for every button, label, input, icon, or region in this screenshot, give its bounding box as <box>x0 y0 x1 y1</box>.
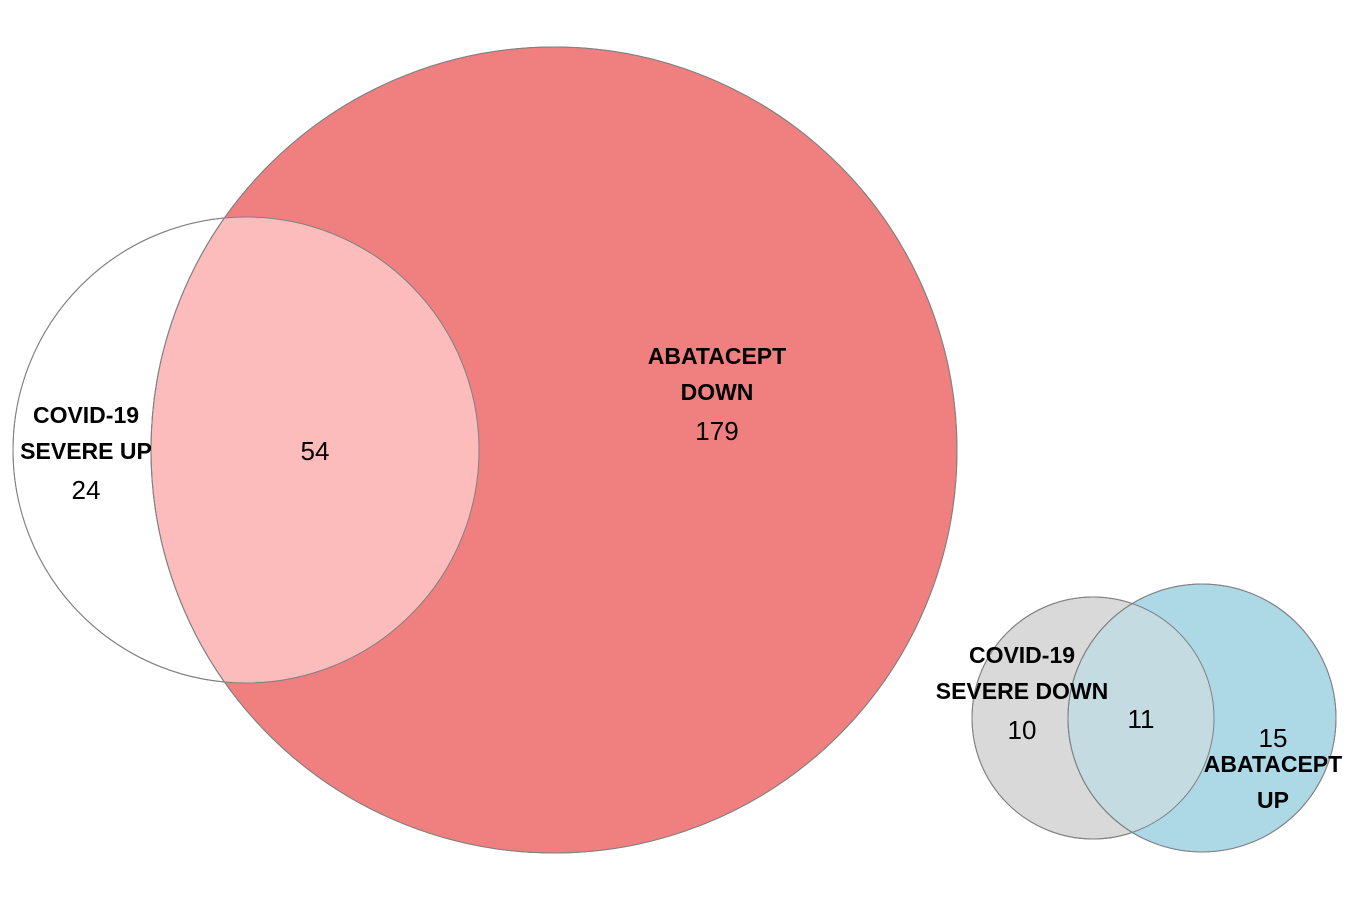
abatacept-up-unique-count: 15 <box>1259 723 1288 753</box>
abatacept-down-label-line-1: ABATACEPT <box>648 343 786 369</box>
venn-diagram-down-vs-up: COVID-19 SEVERE DOWN 10 11 15 ABATACEPT … <box>936 583 1342 853</box>
covid-severe-up-unique-count: 24 <box>72 475 101 505</box>
covid-severe-down-outline <box>971 596 1215 840</box>
covid-severe-up-label-line-2: SEVERE UP <box>20 438 152 464</box>
venn-diagram-up-vs-down: COVID-19 SEVERE UP 24 54 ABATACEPT DOWN … <box>12 46 958 854</box>
abatacept-up-label-line-2: UP <box>1257 787 1289 813</box>
covid-severe-up-label-line-1: COVID-19 <box>33 402 139 428</box>
abatacept-up-outline <box>1067 583 1337 853</box>
abatacept-down-unique-count: 179 <box>695 416 738 446</box>
abatacept-down-outline <box>150 46 958 854</box>
abatacept-up-label-line-1: ABATACEPT <box>1204 751 1342 777</box>
covid-severe-down-label-line-2: SEVERE DOWN <box>936 678 1109 704</box>
up-down-overlap-count: 54 <box>301 436 330 466</box>
covid-severe-down-label-line-1: COVID-19 <box>969 642 1075 668</box>
abatacept-down-label-line-2: DOWN <box>681 379 754 405</box>
down-up-overlap-count: 11 <box>1128 704 1155 734</box>
covid-severe-down-unique-count: 10 <box>1008 715 1037 745</box>
covid-severe-up-outline <box>12 216 480 684</box>
